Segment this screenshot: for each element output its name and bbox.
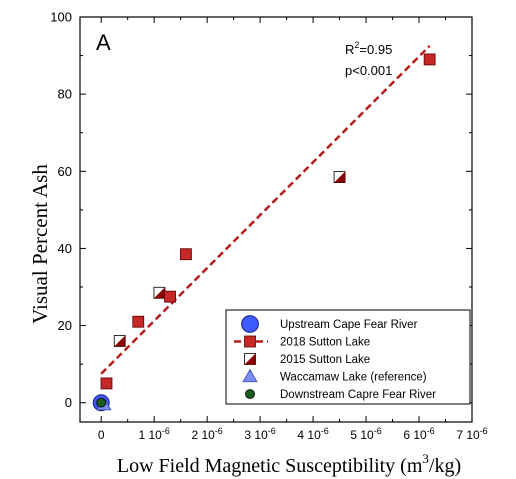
data-point xyxy=(333,171,346,183)
x-tick-label: 7 10-6 xyxy=(456,426,487,442)
x-tick-label: 4 10-6 xyxy=(297,426,328,442)
x-axis-title-superscript: 3 xyxy=(422,451,429,466)
legend-label: 2015 Sutton Lake xyxy=(280,354,370,366)
legend-marker xyxy=(244,335,256,348)
data-point xyxy=(153,286,166,299)
half-square-fill xyxy=(114,335,126,347)
legend-marker xyxy=(242,368,258,383)
data-point xyxy=(96,397,107,408)
regression-layer xyxy=(100,45,431,375)
y-tick-label: 100 xyxy=(50,10,72,25)
legend-items: Upstream Cape Fear River 2018 Sutton Lake… xyxy=(234,315,436,401)
legend-label: 2018 Sutton Lake xyxy=(280,337,370,349)
x-tick-label: 3 10-6 xyxy=(244,426,275,442)
p-value-annotation: p<0.001 xyxy=(345,63,392,78)
x-tick-label: 6 10-6 xyxy=(403,426,434,442)
legend-label: Upstream Cape Fear River xyxy=(280,319,418,331)
legend-marker xyxy=(245,389,255,399)
data-point xyxy=(100,377,113,390)
x-tick-label: 1 10-6 xyxy=(138,426,169,442)
half-square-fill xyxy=(153,287,165,299)
legend: Upstream Cape Fear River 2018 Sutton Lake… xyxy=(225,309,471,405)
r-squared-value: =0.95 xyxy=(359,42,392,57)
half-square-fill xyxy=(244,353,256,365)
data-point xyxy=(132,315,145,328)
y-tick-label: 40 xyxy=(58,241,72,256)
legend-box xyxy=(225,309,471,405)
x-tick-label: 5 10-6 xyxy=(350,426,381,442)
x-axis-title: Low Field Magnetic Susceptibility (m3/kg… xyxy=(117,451,461,477)
data-point xyxy=(113,335,126,347)
x-tick-label: 0 xyxy=(98,428,105,442)
legend-label: Downstream Capre Fear River xyxy=(280,389,436,401)
r-squared-label: R xyxy=(345,42,354,57)
y-tick-label: 0 xyxy=(65,395,72,410)
data-point xyxy=(423,53,436,66)
r-squared-annotation: R2=0.95 xyxy=(345,40,392,57)
axis-ticks: 0 20 40 60 80 100 0 1 10-6 2 10-6 3 10-6 4 10-6 5 1… xyxy=(50,10,487,443)
y-axis-title: Visual Percent Ash xyxy=(28,164,52,324)
x-axis-title-main: Low Field Magnetic Susceptibility (m xyxy=(117,455,423,477)
plot-area xyxy=(79,16,473,423)
y-tick-label: 60 xyxy=(58,164,72,179)
panel-label: A xyxy=(96,30,111,55)
regression-line xyxy=(100,45,431,375)
half-square-fill xyxy=(334,171,346,183)
y-tick-label: 80 xyxy=(58,87,72,102)
data-point xyxy=(164,290,176,303)
plot-frame xyxy=(79,16,473,423)
legend-marker xyxy=(244,353,256,365)
data-points xyxy=(92,53,436,412)
data-point xyxy=(180,248,192,261)
r-squared-superscript: 2 xyxy=(354,40,359,50)
x-axis-title-tail: /kg) xyxy=(429,455,461,477)
x-tick-label: 2 10-6 xyxy=(191,426,222,442)
legend-marker xyxy=(241,315,259,333)
legend-label: Waccamaw Lake (reference) xyxy=(280,372,427,384)
y-tick-label: 20 xyxy=(58,318,72,333)
